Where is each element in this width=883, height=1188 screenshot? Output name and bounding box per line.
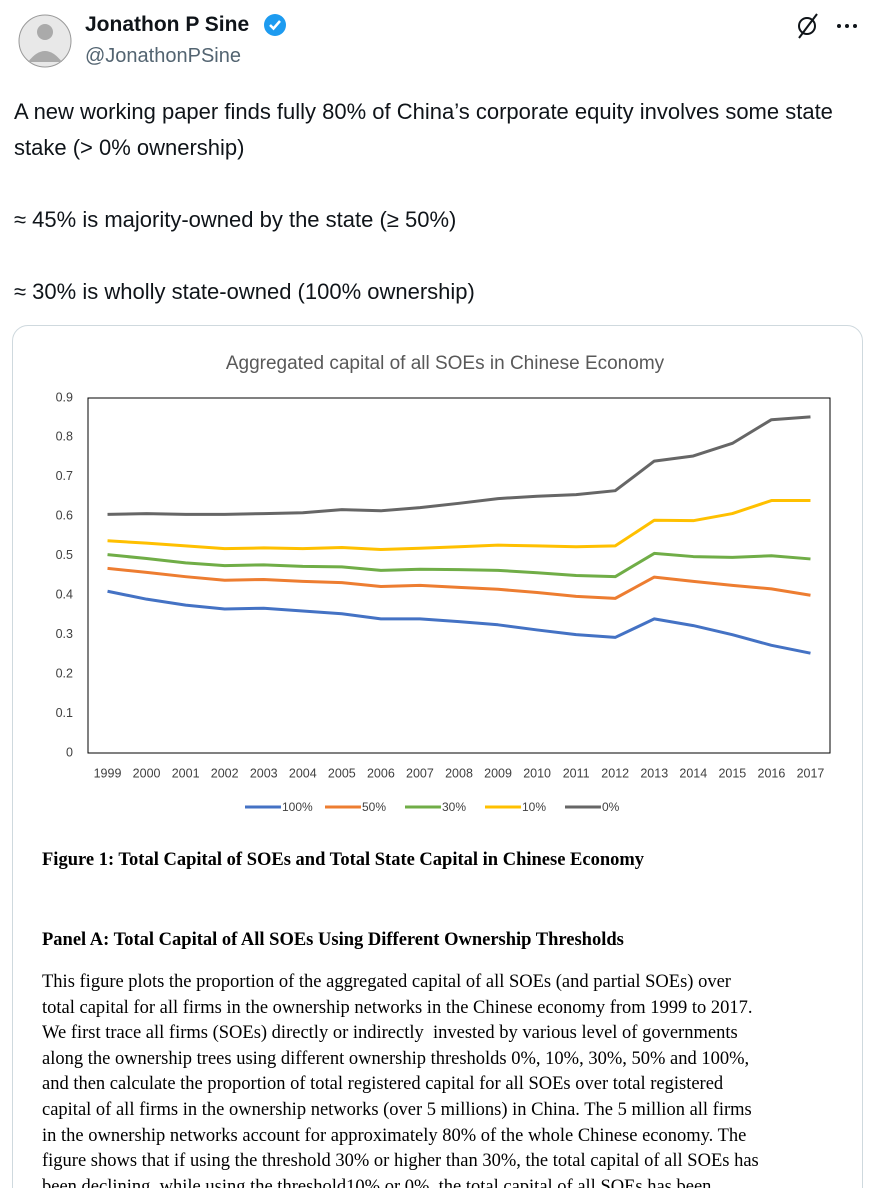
x-tick-label: 2011	[563, 766, 590, 780]
x-tick-label: 2008	[445, 766, 473, 780]
x-tick-label: 2016	[758, 766, 786, 780]
figure-text-line: been declining, while using the threshol…	[42, 1176, 712, 1188]
series-line	[107, 551, 811, 579]
panel-title: Panel A: Total Capital of All SOEs Using…	[42, 930, 624, 950]
figure-text-line: along the ownership trees using differen…	[42, 1048, 750, 1069]
legend-label: 10%	[522, 800, 546, 814]
x-tick-label: 2004	[289, 766, 317, 780]
series-line	[107, 566, 811, 600]
tweet-paragraph: ≈ 45% is majority-owned by the state (≥ …	[14, 207, 457, 232]
x-tick-label: 2017	[797, 766, 825, 780]
series-line	[107, 415, 811, 516]
handle[interactable]: @JonathonPSine	[85, 45, 241, 67]
y-tick-label: 0	[66, 745, 73, 759]
x-tick-label: 2002	[211, 766, 239, 780]
figure-text-line: and then calculate the proportion of tot…	[42, 1074, 724, 1095]
header-icons[interactable]	[795, 12, 865, 40]
x-tick-label: 2005	[328, 766, 356, 780]
x-tick-label: 2014	[679, 766, 707, 780]
tweet-text: A new working paper finds fully 80% of C…	[14, 94, 844, 346]
x-tick-label: 2015	[718, 766, 746, 780]
x-tick-label: 2007	[406, 766, 434, 780]
avatar[interactable]	[18, 10, 72, 72]
y-tick-label: 0.3	[56, 627, 73, 641]
x-tick-label: 2006	[367, 766, 395, 780]
legend-label: 0%	[602, 800, 620, 814]
verified-badge	[264, 14, 286, 36]
chart: Aggregated capital of all SOEs in Chines…	[56, 353, 831, 814]
figure-text-line: figure shows that if using the threshold…	[42, 1151, 759, 1172]
x-tick-label: 2001	[172, 766, 200, 780]
y-tick-label: 0.8	[56, 430, 73, 444]
figure-text-line: in the ownership networks account for ap…	[42, 1125, 747, 1146]
y-tick-label: 0.9	[56, 390, 73, 404]
tweet-paragraph: ≈ 30% is wholly state-owned (100% owners…	[14, 279, 475, 304]
y-tick-label: 0.7	[56, 469, 73, 483]
figure-text-line: This figure plots the proportion of the …	[42, 972, 731, 992]
series-line	[107, 589, 811, 655]
x-tick-label: 2013	[640, 766, 668, 780]
chart-title: Aggregated capital of all SOEs in Chines…	[226, 353, 665, 374]
x-tick-label: 2012	[601, 766, 629, 780]
y-tick-label: 0.1	[56, 706, 73, 720]
legend-label: 30%	[442, 800, 466, 814]
series-line	[107, 499, 811, 551]
figure-text-line: We first trace all firms (SOEs) directly…	[42, 1023, 738, 1044]
x-tick-label: 2003	[250, 766, 278, 780]
figure-text: Figure 1: Total Capital of SOEs and Tota…	[42, 850, 852, 1188]
x-tick-label: 2009	[484, 766, 512, 780]
figure-text-line: total capital for all firms in the owner…	[42, 997, 753, 1018]
x-tick-label: 2010	[523, 766, 551, 780]
legend-label: 100%	[282, 800, 313, 814]
media-card[interactable]	[12, 325, 863, 1188]
x-tick-label: 1999	[94, 766, 122, 780]
tweet-paragraph: A new working paper finds fully 80% of C…	[14, 99, 833, 160]
legend-label: 50%	[362, 800, 386, 814]
display-name[interactable]: Jonathon P Sine	[85, 13, 250, 36]
plot-frame	[87, 397, 831, 754]
y-tick-label: 0.6	[56, 509, 73, 523]
figure-text-line: capital of all firms in the ownership ne…	[42, 1099, 752, 1120]
y-tick-label: 0.5	[56, 548, 73, 562]
y-tick-label: 0.2	[56, 666, 73, 680]
y-tick-label: 0.4	[56, 588, 73, 602]
figure-caption: Figure 1: Total Capital of SOEs and Tota…	[42, 850, 645, 870]
x-tick-label: 2000	[133, 766, 161, 780]
